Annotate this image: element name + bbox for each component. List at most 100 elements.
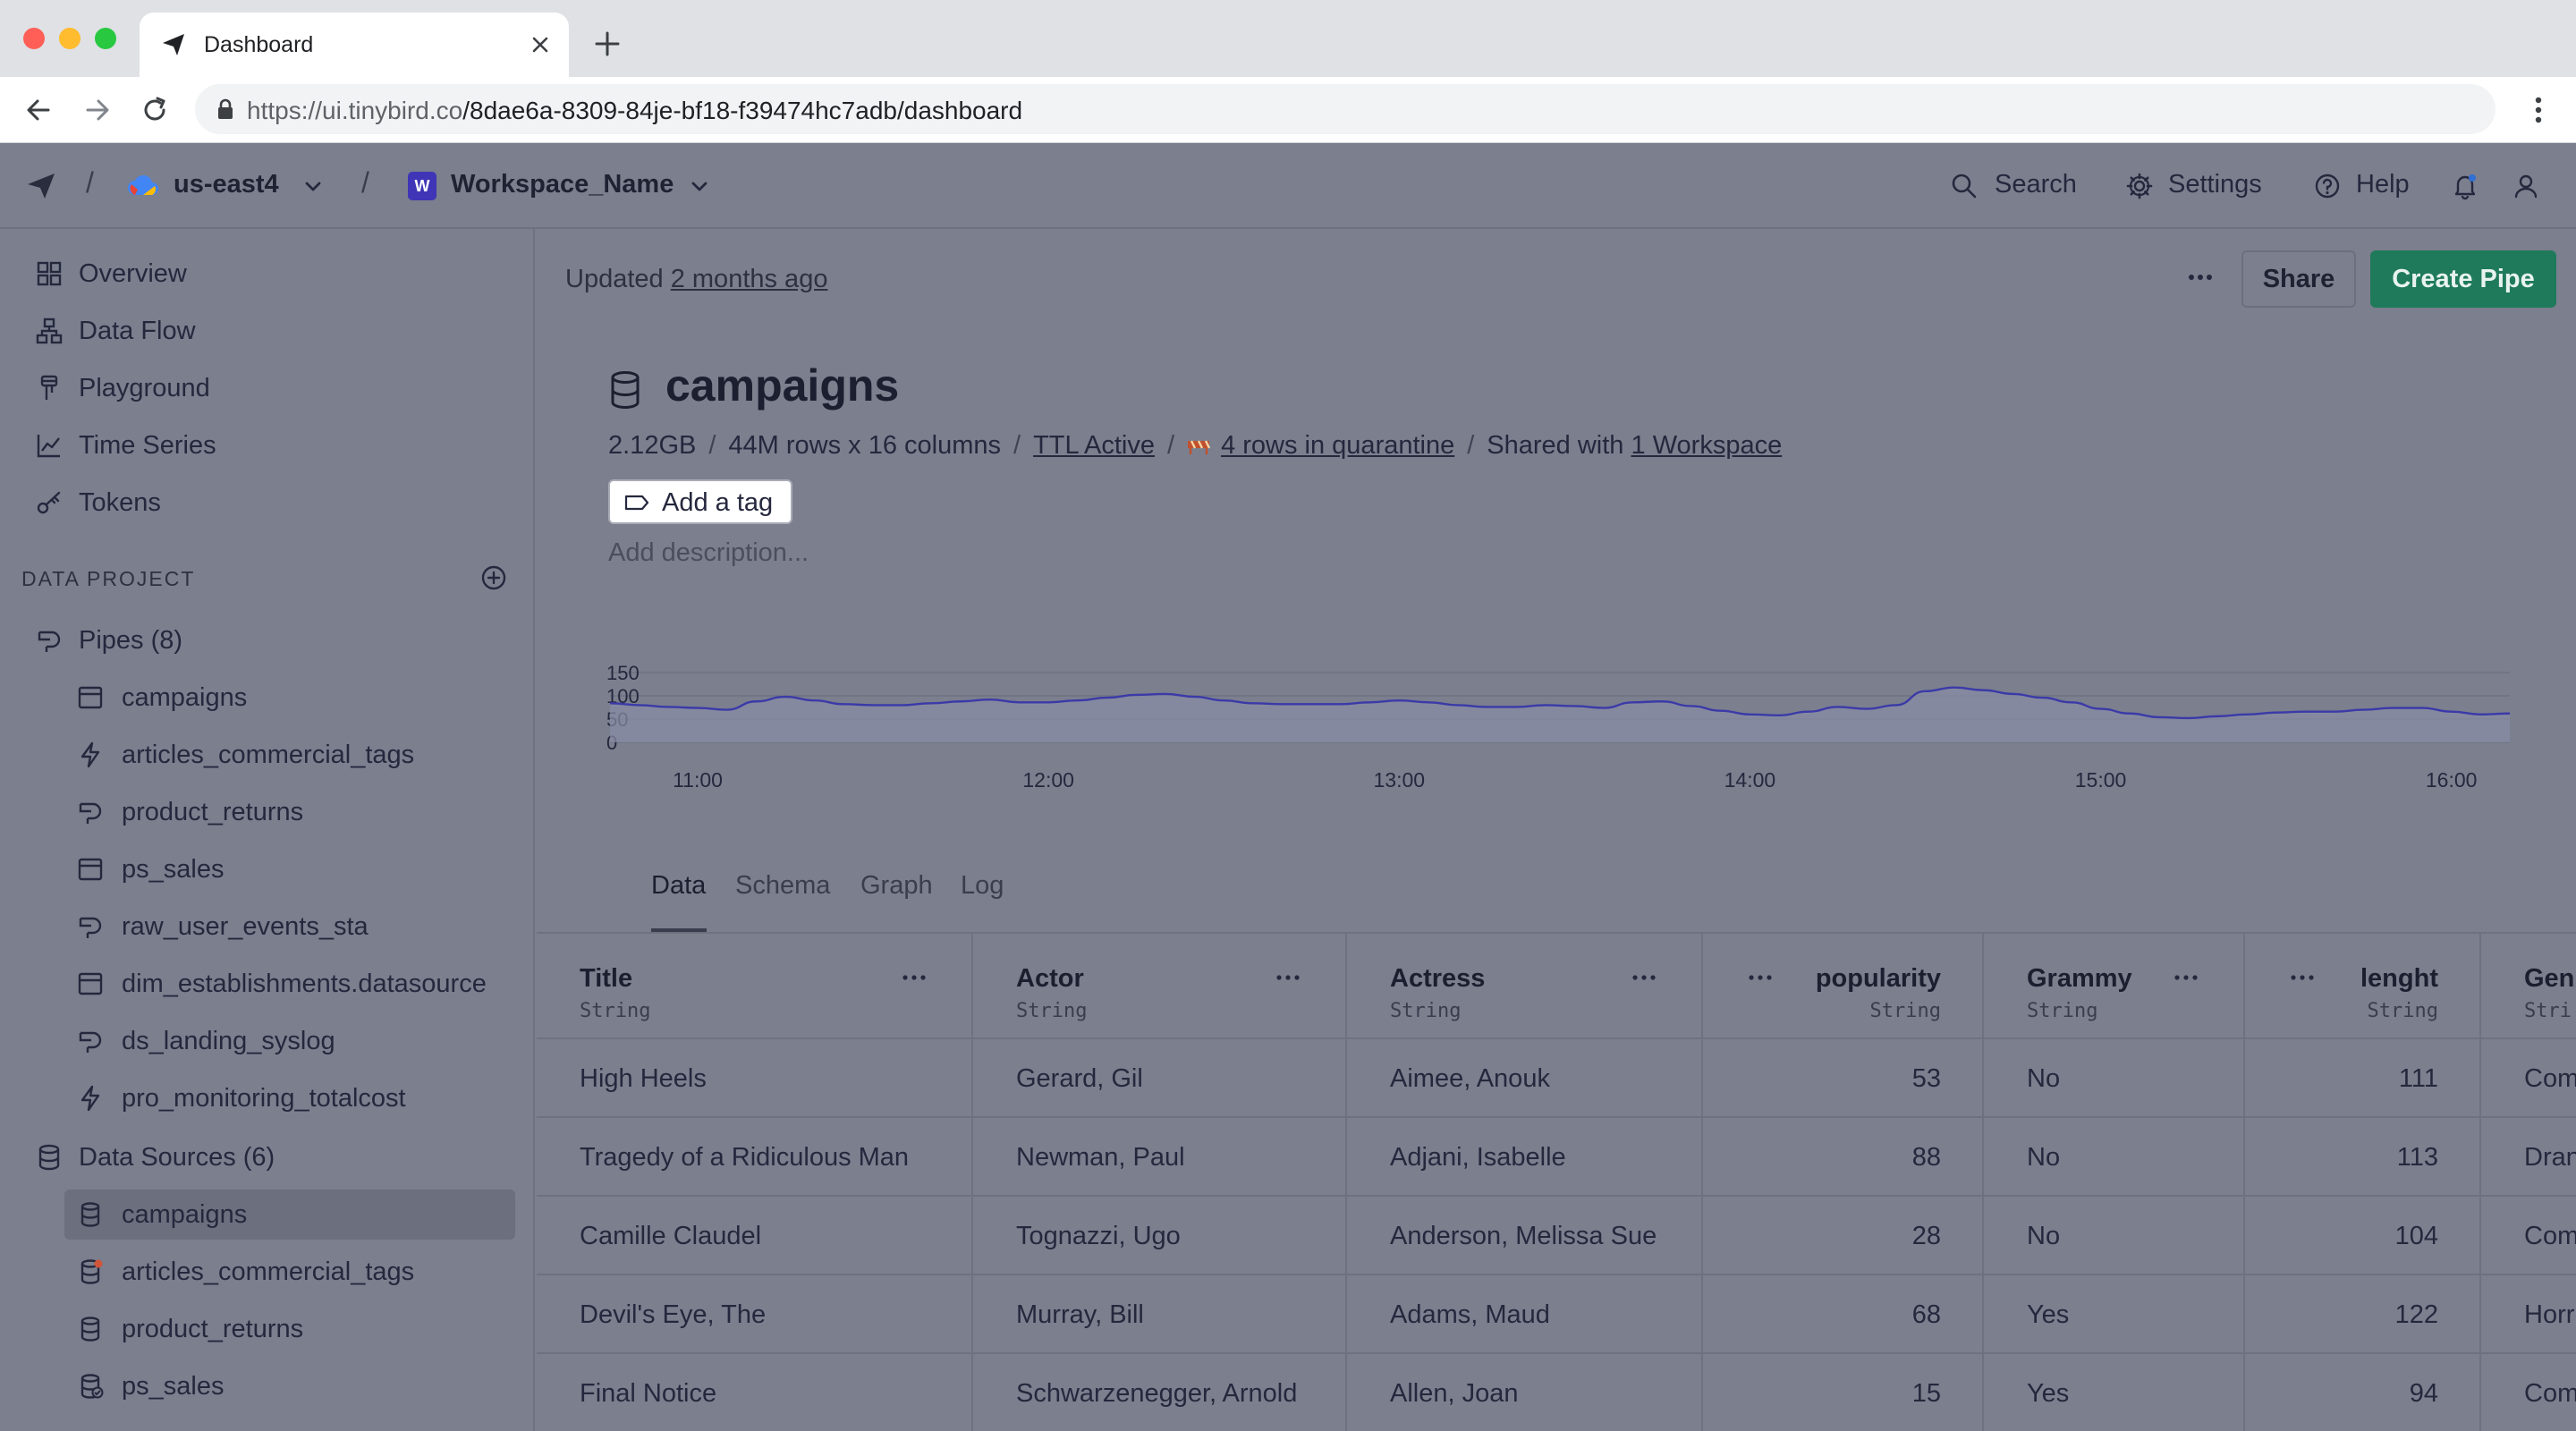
settings-button[interactable]: Settings [2168,170,2262,199]
address-bar[interactable]: https://ui.tinybird.co/8dae6a-8309-84je-… [195,84,2496,134]
row-divider [537,1116,2576,1118]
window-maximize-button[interactable] [95,28,116,49]
pipe-item-dim-establishments-datasource[interactable]: dim_establishments.datasource [0,957,535,1011]
sidebar-datasources-group[interactable]: Data Sources (6) [0,1130,535,1184]
help-icon[interactable] [2313,172,2342,200]
workspace-avatar: W [408,172,436,200]
table-cell: Com [2524,1064,2576,1093]
sidebar-item-label: product_returns [122,798,304,826]
table-cell: Com [2524,1222,2576,1250]
table-cell: No [2027,1064,2061,1093]
datasource-item-product-returns[interactable]: product_returns [0,1302,535,1356]
column-type: String [2367,1000,2438,1022]
column-menu-icon[interactable] [2288,973,2317,982]
tab-graph[interactable]: Graph [860,871,933,900]
sidebar-pipes-group[interactable]: Pipes (8) [0,614,535,667]
table-cell: 68 [1911,1300,1941,1329]
browser-tab-strip: Dashboard [0,0,2576,77]
back-icon[interactable] [21,93,55,127]
tab-log[interactable]: Log [961,871,1004,900]
new-tab-icon[interactable] [592,29,623,59]
lock-icon [218,98,233,119]
table-cell: Murray, Bill [1016,1300,1144,1329]
workspace-selector[interactable]: Workspace_Name [451,170,674,199]
window-close-button[interactable] [23,28,45,49]
pipe-item-ds-landing-syslog[interactable]: ds_landing_syslog [0,1014,535,1068]
url-host: https://ui.tinybird.co [247,97,463,124]
table-cell: Tragedy of a Ridiculous Man [580,1143,910,1172]
breadcrumb-separator: / [361,166,369,199]
column-menu-icon[interactable] [1746,973,1775,982]
datasource-item-articles-commercial-tags[interactable]: articles_commercial_tags [0,1245,535,1299]
user-icon[interactable] [2512,172,2540,200]
table-cell: Yes [2027,1300,2070,1329]
pipe-item-articles-commercial-tags[interactable]: articles_commercial_tags [0,728,535,782]
sidebar-item-label: ds_landing_syslog [122,1027,335,1055]
column-menu-icon[interactable] [900,973,928,982]
region-selector[interactable]: us-east4 [174,170,279,199]
share-button[interactable]: Share [2241,250,2356,308]
tab-data[interactable]: Data [651,871,707,900]
description-input[interactable]: Add description... [608,538,809,567]
chevron-down-icon[interactable] [689,175,710,197]
search-button[interactable]: Search [1995,170,2077,199]
chevron-down-icon[interactable] [302,175,324,197]
table-cell: Anderson, Melissa Sue [1390,1222,1657,1250]
column-menu-icon[interactable] [2172,973,2200,982]
section-title: DATA PROJECT [21,567,196,590]
more-options-icon[interactable] [2182,268,2218,286]
breadcrumb-separator: / [86,166,94,199]
gear-icon[interactable] [2125,172,2154,200]
reload-icon[interactable] [138,93,172,127]
create-pipe-button[interactable]: Create Pipe [2370,250,2556,308]
sidebar-item-data-flow[interactable]: Data Flow [0,304,535,358]
search-icon[interactable] [1950,172,1979,200]
browser-menu-icon[interactable] [2522,93,2555,127]
table-cell: 15 [1911,1379,1941,1408]
column-type: String [1390,1000,1462,1022]
updated-prefix: Updated [565,265,664,293]
column-menu-icon[interactable] [1274,973,1302,982]
column-divider [1982,934,1984,1431]
tinybird-logo-icon[interactable] [25,170,57,202]
add-tag-button[interactable]: Add a tag [608,479,792,524]
database-icon [80,1202,100,1227]
x-tick-label: 11:00 [673,768,723,792]
table-cell: Adjani, Isabelle [1390,1143,1566,1172]
browser-tab[interactable]: Dashboard [140,13,569,77]
sidebar-item-label: articles_commercial_tags [122,1257,415,1286]
database-icon [611,371,640,409]
add-circle-icon[interactable] [479,563,508,592]
tab-schema[interactable]: Schema [735,871,831,900]
datasource-item-ps-sales[interactable]: ps_sales [0,1359,535,1413]
sidebar-item-playground[interactable]: Playground [0,361,535,415]
table-cell: Schwarzenegger, Arnold [1016,1379,1298,1408]
row-divider [537,1352,2576,1354]
sidebar-item-overview[interactable]: Overview [0,247,535,301]
column-menu-icon[interactable] [1630,973,1658,982]
window-minimize-button[interactable] [59,28,80,49]
close-icon[interactable] [526,30,555,59]
table-cell: Dran [2524,1143,2576,1172]
sidebar-item-time-series[interactable]: Time Series [0,419,535,472]
sidebar-item-tokens[interactable]: Tokens [0,476,535,529]
table-cell: 28 [1911,1222,1941,1250]
bell-icon[interactable] [2451,172,2479,200]
table-cell: Gerard, Gil [1016,1064,1143,1093]
pipe-icon [79,802,102,824]
pipe-item-campaigns[interactable]: campaigns [0,671,535,724]
datasource-item-campaigns[interactable]: campaigns [0,1188,535,1241]
updated-link[interactable]: 2 months ago [670,265,828,293]
ttl-link[interactable]: TTL Active [1033,431,1156,460]
x-tick-label: 12:00 [1022,768,1074,792]
pipe-item-pro-monitoring-totalcost[interactable]: pro_monitoring_totalcost [0,1071,535,1125]
shared-workspace-link[interactable]: 1 Workspace [1631,431,1783,460]
pipe-item-product-returns[interactable]: product_returns [0,785,535,839]
pipe-item-raw-user-events-sta[interactable]: raw_user_events_sta [0,900,535,953]
sidebar-item-label: Data Sources (6) [79,1143,275,1172]
quarantine-link[interactable]: 4 rows in quarantine [1221,431,1455,460]
forward-icon[interactable] [80,93,114,127]
cloud-region-icon[interactable] [127,172,159,199]
help-button[interactable]: Help [2356,170,2410,199]
pipe-item-ps-sales[interactable]: ps_sales [0,843,535,896]
